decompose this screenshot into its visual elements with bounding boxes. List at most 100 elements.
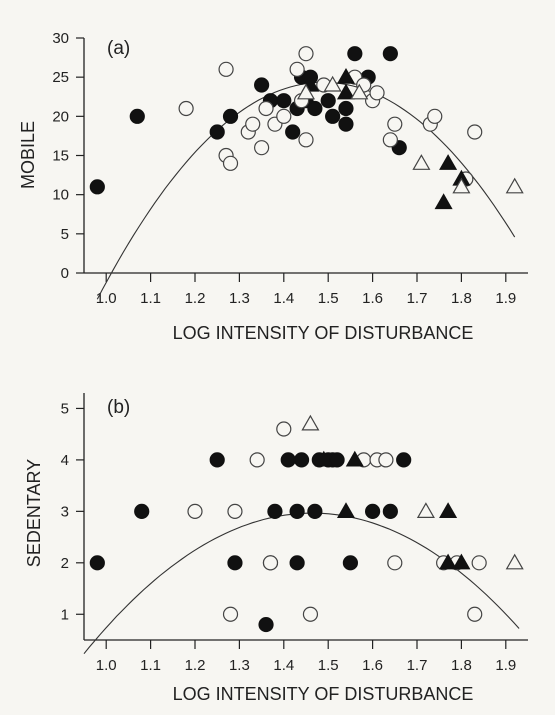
y-tick-label: 2	[61, 555, 69, 572]
x-tick-label: 1.8	[451, 657, 472, 674]
x-tick-label: 1.2	[185, 657, 206, 674]
filled-triangle-point	[439, 154, 458, 170]
filled-triangle-point	[314, 450, 333, 467]
y-tick-label: 20	[52, 108, 69, 125]
open-circle-point	[298, 132, 314, 148]
x-tick-label: 1.6	[362, 657, 383, 674]
x-tick-label: 1.9	[495, 657, 516, 674]
panel-mobile: (a) MOBILE LOG INTENSITY OF DISTURBANCE …	[18, 30, 528, 343]
x-tick-label: 1.0	[96, 657, 117, 674]
filled-circle-point	[396, 452, 412, 468]
filled-circle-point	[382, 46, 398, 62]
open-circle-point	[218, 61, 234, 77]
filled-circle-point	[329, 452, 345, 468]
open-circle-point	[222, 155, 239, 171]
x-tick-label: 1.3	[229, 290, 250, 307]
open-circle-point	[298, 46, 314, 62]
x-tick-label: 1.7	[407, 290, 428, 307]
open-circle-point	[178, 100, 194, 117]
ticks-a: 0 5 10 15 20 25 30 1.0 1.1 1.2 1.3 1.4 1.5 1.6 1.7 1.8 1…	[52, 30, 528, 307]
filled-circle-point	[307, 100, 323, 117]
open-circle-point	[369, 85, 385, 101]
fit-curve-line	[96, 81, 516, 300]
filled-triangle-point	[336, 67, 356, 84]
open-circle-point	[227, 503, 243, 519]
y-tick-label: 0	[61, 265, 69, 282]
panel-sedentary: (b) SEDENTARY LOG INTENSITY OF DISTURBAN…	[24, 393, 528, 704]
x-tick-label: 1.4	[273, 657, 294, 674]
filled-triangle-point	[336, 83, 356, 100]
open-circle-point	[387, 555, 403, 571]
filled-circle-point	[129, 108, 145, 124]
open-circle-point	[222, 606, 239, 622]
open-circle-point	[276, 108, 292, 124]
filled-circle-point	[222, 108, 239, 124]
fit-curve-a	[96, 81, 516, 300]
open-triangle-point	[416, 502, 435, 519]
y-tick-label: 3	[61, 503, 69, 520]
filled-circle-point	[258, 616, 274, 633]
open-circle-point	[467, 606, 483, 622]
open-circle-point	[382, 132, 398, 148]
x-tick-label: 1.1	[140, 657, 161, 674]
y-tick-label: 15	[52, 148, 69, 165]
open-circle-point	[427, 108, 443, 124]
filled-triangle-point	[434, 193, 453, 210]
filled-circle-point	[276, 93, 292, 109]
filled-triangle-point	[345, 450, 364, 467]
open-circle-point	[258, 100, 274, 117]
filled-circle-point	[338, 100, 354, 117]
open-circle-point	[467, 124, 483, 140]
filled-circle-point	[267, 503, 283, 519]
open-circle-point	[302, 606, 319, 622]
y-tick-label: 4	[61, 452, 69, 469]
filled-circle-point	[342, 555, 358, 571]
filled-circle-point	[289, 555, 305, 571]
x-tick-label: 1.5	[318, 290, 339, 307]
open-circle-point	[245, 116, 261, 132]
open-triangle-point	[323, 75, 342, 92]
filled-circle-point	[347, 46, 363, 62]
x-axis-title-b: LOG INTENSITY OF DISTURBANCE	[173, 684, 474, 704]
x-tick-label: 1.9	[495, 290, 516, 307]
x-tick-label: 1.4	[273, 290, 294, 307]
open-triangle-point	[350, 83, 369, 100]
open-circle-point	[262, 555, 279, 571]
x-axis-title-a: LOG INTENSITY OF DISTURBANCE	[173, 323, 474, 343]
open-circle-point	[387, 116, 403, 132]
filled-circle-point	[89, 179, 105, 195]
x-tick-label: 1.5	[318, 657, 339, 674]
filled-triangle-point	[452, 553, 471, 570]
filled-circle-point	[209, 452, 225, 468]
open-triangle-point	[301, 414, 320, 431]
open-triangle-point	[505, 553, 524, 570]
open-circle-point	[254, 140, 270, 156]
x-tick-label: 1.2	[185, 290, 206, 307]
filled-circle-point	[209, 124, 225, 140]
panel-label-b: (b)	[107, 397, 130, 418]
open-circle-point	[249, 452, 265, 468]
x-tick-label: 1.6	[362, 290, 383, 307]
y-tick-label: 30	[52, 30, 69, 47]
filled-circle-point	[89, 555, 105, 571]
x-tick-label: 1.0	[96, 290, 117, 307]
open-triangle-point	[505, 177, 524, 194]
y-axis-title-mobile: MOBILE	[18, 121, 38, 189]
fit-curve-b	[83, 512, 520, 655]
filled-circle-point	[227, 555, 243, 571]
filled-circle-point	[365, 503, 381, 519]
fit-curve-line	[83, 512, 520, 655]
panel-label-a: (a)	[107, 38, 130, 59]
x-tick-label: 1.7	[407, 657, 428, 674]
filled-circle-point	[134, 503, 150, 519]
open-circle-point	[378, 452, 394, 468]
filled-circle-point	[338, 116, 354, 132]
ticks-b: 1 2 3 4 5 1.0 1.1 1.2 1.3 1.4 1.5 1.6 1.7 1.8 1.9	[61, 393, 528, 674]
open-triangle-point	[296, 83, 316, 100]
points-b	[89, 414, 524, 633]
filled-circle-point	[382, 503, 398, 519]
y-tick-label: 5	[61, 226, 69, 243]
x-tick-label: 1.1	[140, 290, 161, 307]
y-tick-label: 25	[52, 69, 69, 86]
